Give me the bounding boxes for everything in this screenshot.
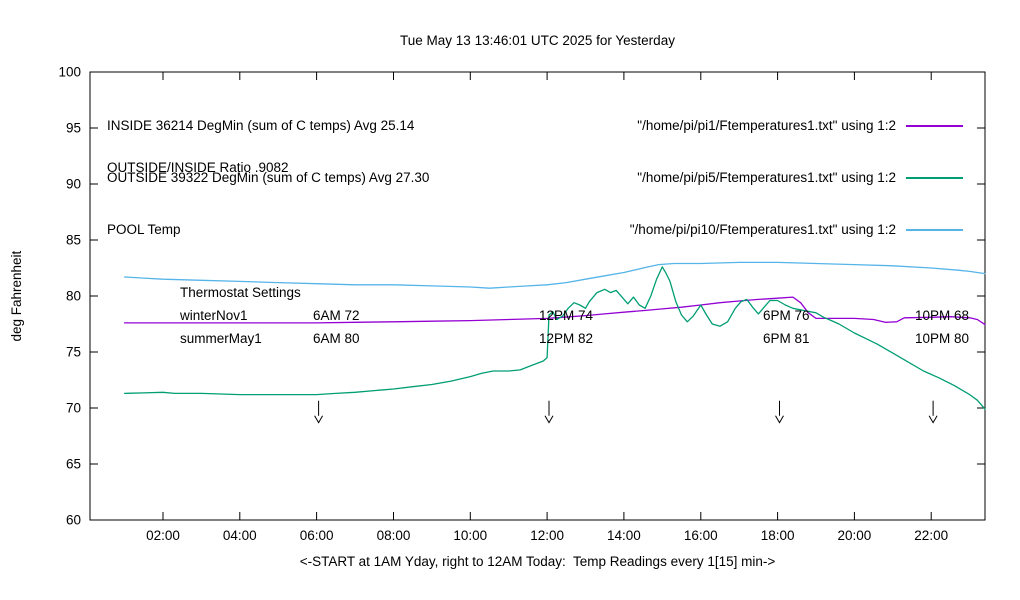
svg-text:65: 65 — [66, 457, 81, 472]
x-tick-labels: 02:00 04:00 06:00 08:00 10:00 12:00 14:00 16:00… — [146, 528, 948, 543]
svg-text:22:00: 22:00 — [914, 528, 948, 543]
svg-text:90: 90 — [66, 177, 81, 192]
svg-text:75: 75 — [66, 345, 81, 360]
x-axis-title: <-START at 1AM Yday, right to 12AM Today… — [299, 554, 776, 569]
legend-label-inside: INSIDE 36214 DegMin (sum of C temps) Avg… — [107, 117, 415, 133]
svg-text:85: 85 — [66, 233, 81, 248]
svg-text:12:00: 12:00 — [530, 528, 564, 543]
thermostat-winter-12pm: 12PM 74 — [539, 308, 594, 323]
svg-text:70: 70 — [66, 401, 81, 416]
y-axis-title: deg Fahrenheit — [8, 250, 24, 342]
legend-label-outside: OUTSIDE 39322 DegMin (sum of C temps) Av… — [107, 169, 430, 185]
svg-text:02:00: 02:00 — [146, 528, 180, 543]
thermostat-summer-12pm: 12PM 82 — [539, 331, 594, 346]
svg-text:20:00: 20:00 — [838, 528, 872, 543]
legend-source-inside: "/home/pi/pi1/Ftemperatures1.txt" using … — [637, 117, 896, 133]
svg-text:80: 80 — [66, 289, 81, 304]
thermostat-winter-name: winterNov1 — [180, 308, 248, 323]
legend-line-sample-outside — [906, 176, 963, 179]
y-tick-labels: 60 65 70 75 80 85 90 95 100 — [58, 65, 81, 528]
svg-text:04:00: 04:00 — [223, 528, 257, 543]
svg-text:08:00: 08:00 — [377, 528, 411, 543]
svg-text:95: 95 — [66, 121, 81, 136]
thermostat-settings-title: Thermostat Settings — [180, 285, 301, 300]
legend-label-pool: POOL Temp — [107, 221, 181, 237]
legend-row-outside: OUTSIDE 39322 DegMin (sum of C temps) Av… — [107, 168, 963, 187]
chart-title: Tue May 13 13:46:01 UTC 2025 for Yesterd… — [400, 33, 675, 48]
thermostat-winter-6pm: 6PM 76 — [763, 308, 810, 323]
legend-source-pool: "/home/pi/pi10/Ftemperatures1.txt" using… — [629, 221, 896, 237]
thermostat-winter-6am: 6AM 72 — [313, 308, 360, 323]
thermostat-summer-name: summerMay1 — [180, 331, 262, 346]
legend: INSIDE 36214 DegMin (sum of C temps) Avg… — [107, 84, 963, 272]
legend-source-outside: "/home/pi/pi5/Ftemperatures1.txt" using … — [637, 169, 896, 185]
svg-text:10:00: 10:00 — [453, 528, 487, 543]
series-line-pool — [123, 261, 986, 289]
svg-text:14:00: 14:00 — [607, 528, 641, 543]
legend-row-pool: POOL Temp "/home/pi/pi10/Ftemperatures1.… — [107, 220, 963, 239]
x-axis-ticks — [162, 72, 932, 520]
thermostat-summer-10pm: 10PM 80 — [915, 331, 970, 346]
legend-line-sample-pool — [906, 228, 963, 231]
thermostat-winter-10pm: 10PM 68 — [915, 308, 970, 323]
thermostat-summer-6pm: 6PM 81 — [763, 331, 810, 346]
svg-text:16:00: 16:00 — [684, 528, 718, 543]
series-line-outside — [123, 266, 986, 410]
setpoint-arrows — [314, 400, 938, 424]
svg-text:06:00: 06:00 — [300, 528, 334, 543]
legend-row-inside: INSIDE 36214 DegMin (sum of C temps) Avg… — [107, 116, 963, 135]
legend-line-sample-inside — [906, 125, 963, 128]
svg-text:60: 60 — [66, 513, 81, 528]
thermostat-summer-6am: 6AM 80 — [313, 331, 360, 346]
svg-text:18:00: 18:00 — [761, 528, 795, 543]
outside-inside-ratio: OUTSIDE/INSIDE Ratio .9082 — [107, 160, 289, 175]
svg-text:100: 100 — [58, 65, 81, 80]
